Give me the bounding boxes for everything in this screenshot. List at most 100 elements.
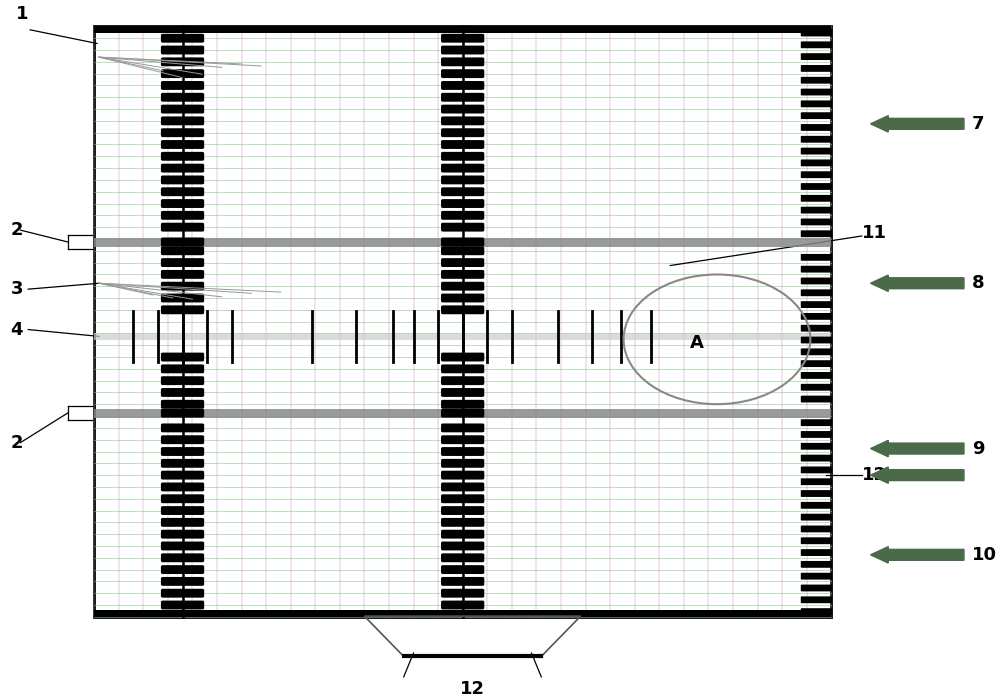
FancyBboxPatch shape [161, 293, 204, 302]
FancyBboxPatch shape [801, 337, 832, 344]
FancyBboxPatch shape [161, 188, 204, 196]
FancyBboxPatch shape [161, 140, 204, 149]
Bar [94, 27, 831, 33]
FancyBboxPatch shape [801, 77, 832, 83]
FancyBboxPatch shape [801, 549, 832, 556]
FancyBboxPatch shape [801, 206, 832, 214]
FancyBboxPatch shape [441, 388, 484, 397]
FancyBboxPatch shape [161, 199, 204, 208]
Bar [94, 27, 831, 617]
FancyBboxPatch shape [161, 365, 204, 373]
FancyBboxPatch shape [161, 447, 204, 456]
FancyArrow shape [871, 275, 964, 291]
FancyBboxPatch shape [441, 376, 484, 385]
FancyBboxPatch shape [801, 596, 832, 603]
FancyBboxPatch shape [441, 565, 484, 574]
FancyBboxPatch shape [441, 577, 484, 586]
FancyBboxPatch shape [801, 584, 832, 592]
FancyBboxPatch shape [161, 270, 204, 279]
FancyBboxPatch shape [801, 195, 832, 202]
FancyBboxPatch shape [801, 478, 832, 485]
FancyBboxPatch shape [161, 116, 204, 125]
FancyBboxPatch shape [801, 372, 832, 379]
FancyBboxPatch shape [801, 455, 832, 461]
Text: 2: 2 [11, 221, 23, 239]
FancyBboxPatch shape [801, 53, 832, 60]
FancyBboxPatch shape [441, 282, 484, 290]
FancyBboxPatch shape [441, 104, 484, 113]
FancyBboxPatch shape [441, 69, 484, 78]
Text: 12: 12 [862, 466, 887, 484]
FancyBboxPatch shape [801, 41, 832, 48]
FancyBboxPatch shape [801, 360, 832, 367]
FancyBboxPatch shape [441, 589, 484, 598]
FancyArrow shape [871, 547, 964, 563]
Text: 1: 1 [15, 5, 28, 23]
FancyBboxPatch shape [801, 313, 832, 320]
FancyBboxPatch shape [441, 305, 484, 314]
FancyBboxPatch shape [801, 230, 832, 237]
FancyBboxPatch shape [441, 128, 484, 137]
FancyBboxPatch shape [801, 526, 832, 533]
FancyBboxPatch shape [161, 258, 204, 267]
FancyBboxPatch shape [801, 561, 832, 568]
FancyBboxPatch shape [801, 89, 832, 95]
FancyBboxPatch shape [441, 188, 484, 196]
FancyBboxPatch shape [801, 514, 832, 521]
FancyBboxPatch shape [161, 565, 204, 574]
FancyBboxPatch shape [441, 553, 484, 562]
Text: A: A [690, 334, 704, 351]
FancyBboxPatch shape [441, 46, 484, 55]
FancyBboxPatch shape [441, 400, 484, 409]
FancyBboxPatch shape [161, 518, 204, 527]
FancyBboxPatch shape [441, 116, 484, 125]
Bar [94, 238, 831, 246]
FancyBboxPatch shape [441, 518, 484, 527]
FancyBboxPatch shape [801, 112, 832, 119]
FancyBboxPatch shape [801, 502, 832, 509]
FancyBboxPatch shape [801, 278, 832, 284]
FancyBboxPatch shape [161, 435, 204, 444]
Text: 10: 10 [972, 546, 997, 564]
FancyBboxPatch shape [801, 254, 832, 261]
Text: 12: 12 [460, 680, 485, 699]
FancyBboxPatch shape [161, 553, 204, 562]
FancyBboxPatch shape [161, 34, 204, 43]
FancyBboxPatch shape [441, 57, 484, 66]
FancyBboxPatch shape [161, 164, 204, 172]
FancyBboxPatch shape [801, 148, 832, 155]
Bar [94, 610, 831, 617]
FancyBboxPatch shape [801, 538, 832, 544]
Text: 8: 8 [972, 274, 984, 292]
FancyBboxPatch shape [801, 384, 832, 391]
FancyBboxPatch shape [801, 349, 832, 355]
FancyBboxPatch shape [801, 100, 832, 107]
FancyBboxPatch shape [801, 325, 832, 332]
FancyBboxPatch shape [441, 93, 484, 102]
FancyBboxPatch shape [441, 176, 484, 184]
Text: 2: 2 [11, 434, 23, 452]
FancyBboxPatch shape [161, 211, 204, 220]
FancyBboxPatch shape [801, 466, 832, 473]
FancyBboxPatch shape [441, 270, 484, 279]
FancyBboxPatch shape [801, 419, 832, 426]
FancyBboxPatch shape [441, 470, 484, 480]
FancyBboxPatch shape [161, 237, 204, 246]
FancyBboxPatch shape [441, 152, 484, 161]
FancyBboxPatch shape [801, 29, 832, 36]
FancyBboxPatch shape [441, 237, 484, 246]
FancyBboxPatch shape [441, 601, 484, 610]
FancyBboxPatch shape [161, 388, 204, 397]
FancyBboxPatch shape [801, 124, 832, 131]
FancyBboxPatch shape [441, 435, 484, 444]
FancyBboxPatch shape [801, 172, 832, 178]
FancyBboxPatch shape [441, 459, 484, 468]
FancyBboxPatch shape [801, 301, 832, 308]
FancyBboxPatch shape [441, 424, 484, 433]
FancyBboxPatch shape [161, 246, 204, 256]
FancyBboxPatch shape [161, 104, 204, 113]
FancyBboxPatch shape [161, 459, 204, 468]
FancyBboxPatch shape [441, 246, 484, 256]
FancyBboxPatch shape [161, 93, 204, 102]
FancyBboxPatch shape [441, 542, 484, 550]
